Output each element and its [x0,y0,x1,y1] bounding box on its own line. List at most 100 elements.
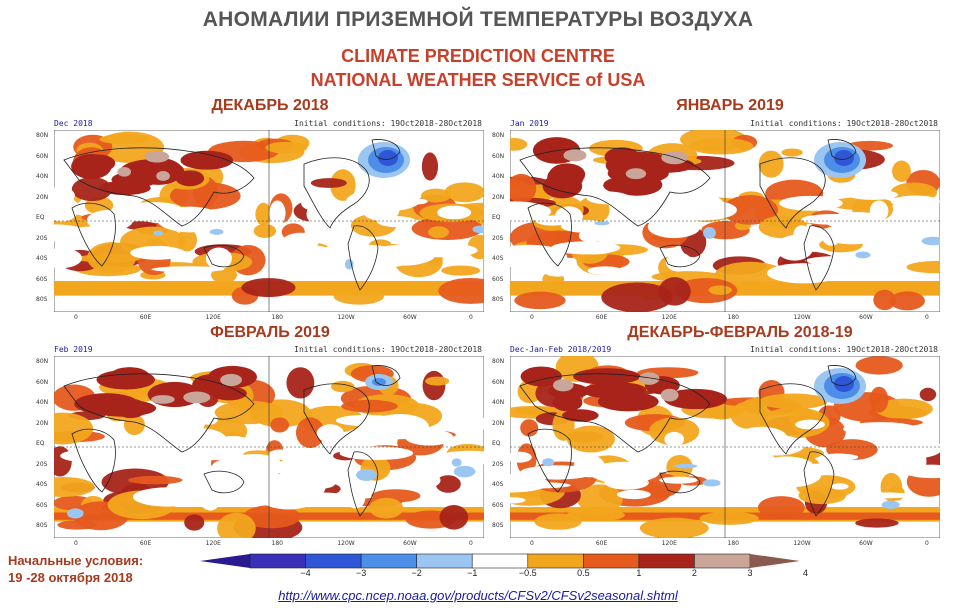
cold-anomaly [921,236,940,246]
neutral-area [693,195,723,210]
colorbar-tick-label: −4 [300,568,311,578]
neutral-area [369,244,436,266]
neutral-area [184,463,220,486]
neutral-area [616,489,651,500]
warm-anomaly [422,370,446,401]
warm-anomaly [520,419,539,437]
warm-anomaly [510,173,537,204]
anomaly-map-djf [510,356,940,538]
lon-label: 120E [661,540,677,547]
lat-label: 60S [36,275,48,283]
neutral-area [757,463,822,488]
warm-anomaly [855,356,903,375]
lon-label: 60E [139,314,152,321]
strong-warm-anomaly [520,366,562,387]
neutral-area [510,474,549,493]
neutral-area [510,451,532,463]
coastline [71,202,116,267]
neutral-area [849,492,915,499]
cold-anomaly [209,228,224,235]
lon-label: 60E [595,540,608,547]
anomaly-map-dec [54,130,484,312]
lon-label: 0 [74,314,78,321]
colorbar-segment [694,553,751,569]
period-label: Dec 2018 [54,119,93,128]
lat-label: 20N [492,419,505,427]
page-title: АНОМАЛИИ ПРИЗЕМНОЙ ТЕМПЕРАТУРЫ ВОЗДУХА [202,8,754,31]
lat-label: 20S [36,234,48,242]
cold-anomaly [344,259,354,270]
neutral-area [437,205,472,220]
strong-warm-anomaly [175,170,205,187]
lon-label: 180 [727,540,739,547]
cold-anomaly [372,378,386,386]
neutral-area [405,429,454,446]
neutral-area [132,487,202,507]
warm-anomaly [438,277,484,304]
cold-anomaly [542,458,555,467]
lon-label: 120W [793,540,811,547]
colorbar-segment [471,553,529,569]
warm-anomaly [855,518,899,528]
neutral-area [776,235,814,261]
extreme-warm-anomaly [552,379,574,392]
lon-label: 0 [469,314,473,321]
coastline [303,157,370,229]
neutral-area [767,263,841,284]
warm-anomaly [270,417,289,433]
lat-label: 60N [36,378,49,386]
lon-label: 60W [403,540,417,547]
lon-label: 180 [271,540,283,547]
warm-anomaly [217,512,256,538]
map-panel-feb: Feb 2019 Initial conditions: 19Oct2018-2… [30,344,486,549]
lat-label: 40N [492,399,505,406]
lat-label: 20N [36,419,49,427]
strong-warm-anomaly [180,150,234,170]
neutral-area [818,453,859,461]
warm-anomaly [639,517,709,538]
period-label: Feb 2019 [54,345,93,354]
panel-title-dec: ДЕКАБРЬ 2018 [211,97,329,114]
lat-label: 40S [492,481,504,488]
extreme-warm-anomaly [156,170,170,181]
neutral-area [259,485,318,510]
neutral-area [86,209,134,231]
coastline [519,373,711,453]
neutral-area [403,198,428,205]
neutral-area [130,245,185,260]
panel-title-jan: ЯНВАРЬ 2019 [676,97,784,114]
lon-label: 0 [469,540,473,547]
map-panel-dec: Dec 2018 Initial conditions: 19Oct2018-2… [30,118,486,323]
warm-anomaly [184,514,205,531]
neutral-area [268,449,292,460]
warm-anomaly [265,141,308,154]
source-link[interactable]: http://www.cpc.ncep.noaa.gov/products/CF… [278,588,678,603]
neutral-area [659,476,698,484]
warm-anomaly [435,475,461,493]
lat-label: 40N [36,399,49,406]
lat-label: 80S [492,296,504,303]
warm-anomaly [441,265,481,276]
warm-anomaly [333,288,384,305]
strong-cold-anomaly [834,376,854,392]
lat-label: 60N [36,152,49,160]
cold-anomaly [594,221,610,226]
neutral-area [277,455,339,481]
lon-label: 120E [205,540,221,547]
coastline [203,244,245,268]
colorbar-segment [249,553,306,569]
neutral-area [510,497,526,504]
lon-label: 0 [530,540,534,547]
colorbar-segment [583,553,640,569]
neutral-area [84,225,103,243]
warm-anomaly [889,291,925,311]
lon-label: 60W [859,540,873,547]
lat-label: 60N [492,152,505,160]
neutral-area [269,254,320,267]
colorbar-tick-label: 0.5 [577,568,590,578]
lat-label: EQ [492,214,501,221]
neutral-area [465,417,484,430]
lon-label: 0 [74,540,78,547]
lat-label: 20N [36,193,49,201]
neutral-area [339,446,414,461]
